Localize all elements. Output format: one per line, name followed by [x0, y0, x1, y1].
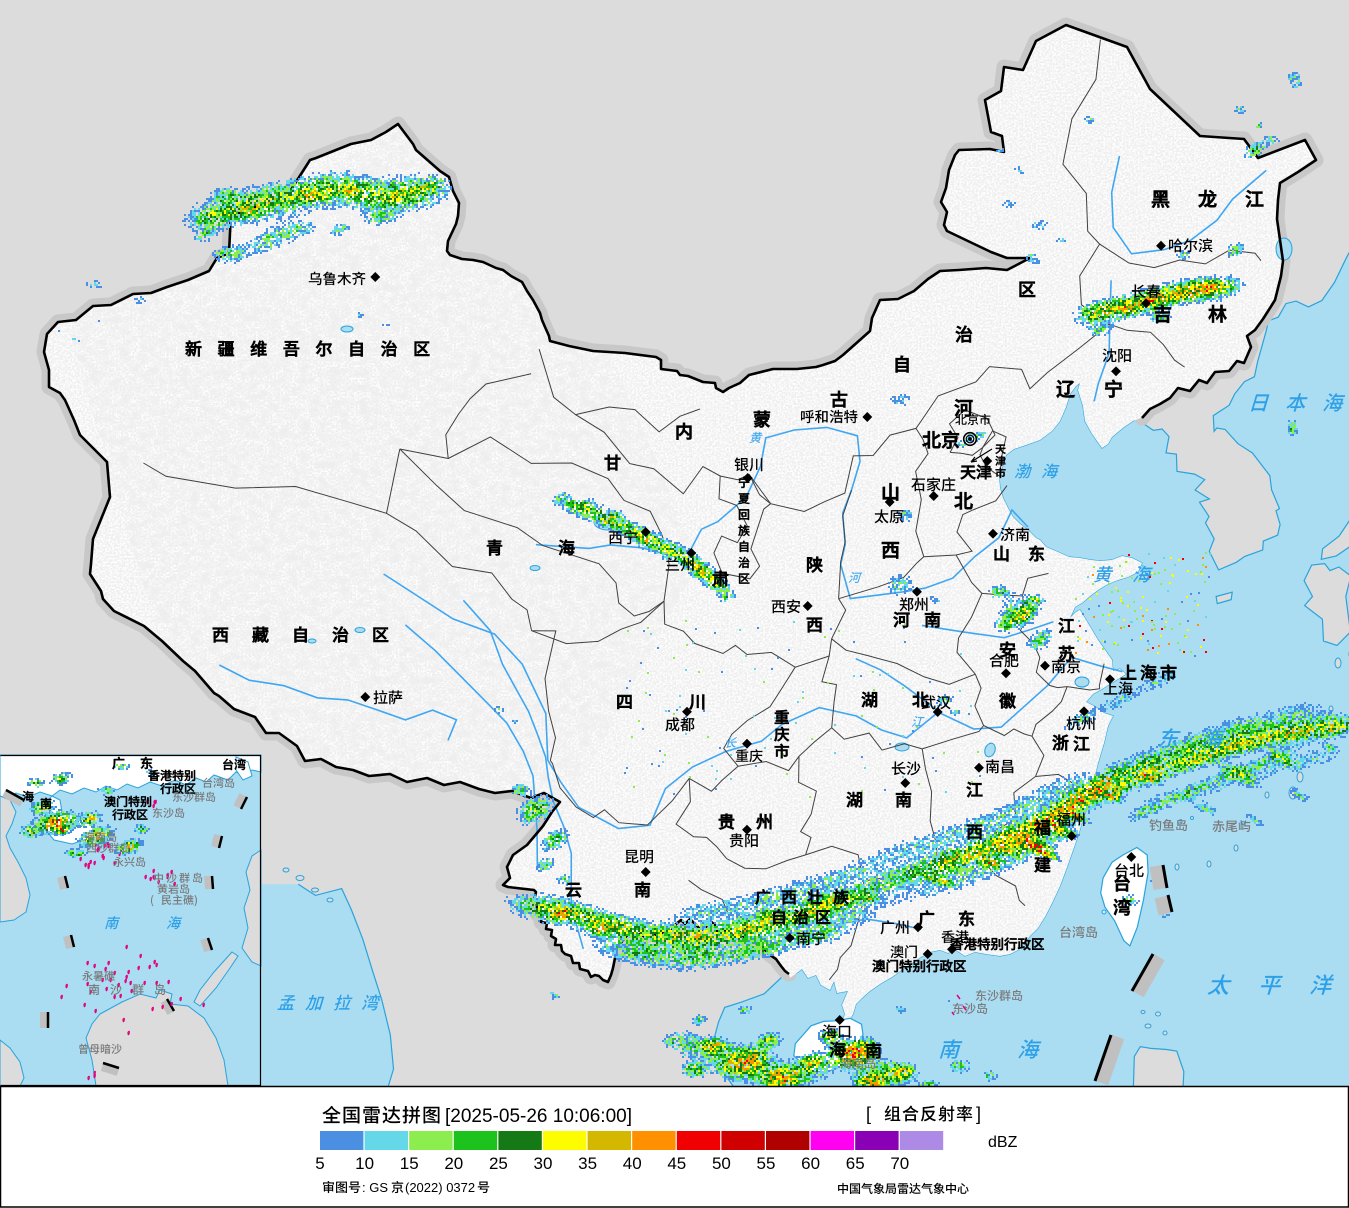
svg-text:: GS: : GS: [362, 1180, 388, 1195]
svg-text:20: 20: [444, 1154, 463, 1173]
svg-text:[: [: [866, 1104, 871, 1124]
svg-text:60: 60: [801, 1154, 820, 1173]
svg-text:45: 45: [667, 1154, 686, 1173]
svg-text:5: 5: [315, 1154, 324, 1173]
svg-text:35: 35: [578, 1154, 597, 1173]
svg-text:30: 30: [534, 1154, 553, 1173]
svg-text:dBZ: dBZ: [988, 1134, 1018, 1151]
svg-text:25: 25: [489, 1154, 508, 1173]
svg-text:]: ]: [976, 1104, 981, 1124]
svg-text:50: 50: [712, 1154, 731, 1173]
svg-text:[2025-05-26 10:06:00]: [2025-05-26 10:06:00]: [445, 1106, 632, 1127]
svg-text:40: 40: [623, 1154, 642, 1173]
svg-text:70: 70: [890, 1154, 909, 1173]
svg-text:15: 15: [400, 1154, 419, 1173]
svg-text:10: 10: [355, 1154, 374, 1173]
svg-text:65: 65: [846, 1154, 865, 1173]
svg-text:(2022) 0372: (2022) 0372: [405, 1180, 475, 1195]
svg-text:55: 55: [757, 1154, 776, 1173]
